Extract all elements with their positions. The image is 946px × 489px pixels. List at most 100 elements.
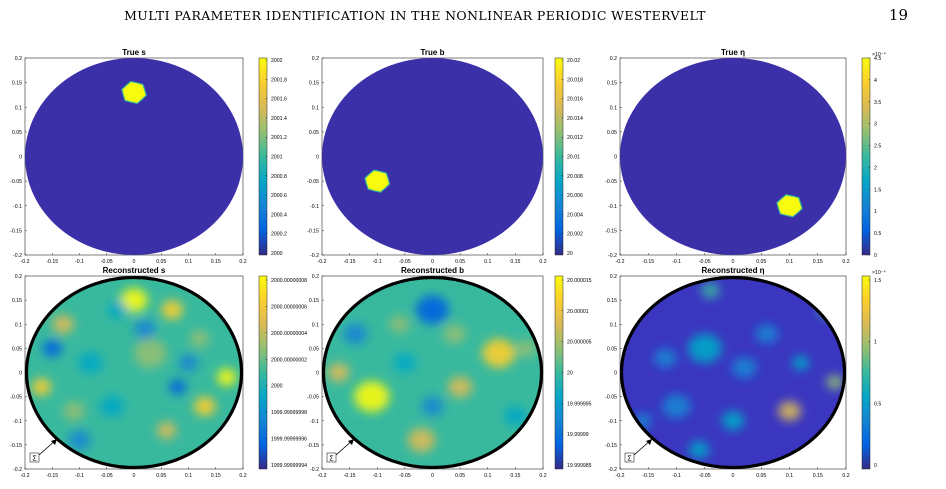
colorbar-tick-label: 20.004 bbox=[567, 212, 583, 218]
page-header: MULTI PARAMETER IDENTIFICATION IN THE NO… bbox=[0, 0, 946, 40]
y-tick-label: 0.1 bbox=[312, 322, 319, 328]
field bbox=[25, 276, 243, 469]
colorbar-tick-label: 20.000015 bbox=[567, 278, 592, 284]
panel-4: Reconstructed s Σ -0.2 -0.15 -0.1 -0.05 0 0.05 0… bbox=[10, 266, 307, 479]
y-tick-label: 0.2 bbox=[15, 274, 22, 280]
colorbar-tick-label: 20.018 bbox=[567, 77, 583, 83]
field-blob bbox=[653, 348, 677, 368]
colorbar-tick-label: 20.02 bbox=[567, 58, 580, 64]
y-tick-label: -0.2 bbox=[310, 467, 319, 473]
x-tick-label: 0.2 bbox=[539, 259, 546, 265]
x-tick-label: -0.15 bbox=[344, 259, 356, 265]
x-tick-label: 0.1 bbox=[484, 259, 491, 265]
y-tick-label: -0.2 bbox=[310, 253, 319, 259]
page-number: 19 bbox=[888, 6, 908, 24]
y-tick-label: 0.05 bbox=[309, 130, 319, 136]
x-tick-label: 0.15 bbox=[211, 259, 221, 265]
field-blob bbox=[504, 406, 527, 426]
x-tick-label: 0 bbox=[732, 473, 735, 479]
colorbar-tick-label: 20.01 bbox=[567, 155, 580, 161]
y-tick-label: 0.1 bbox=[312, 105, 319, 111]
panel-2: True b -0.2 -0.15 -0.1 -0.05 0 0.05 0.1 0.15 0.2 0… bbox=[307, 48, 583, 265]
x-tick-label: 0.1 bbox=[786, 259, 793, 265]
panel-title: True s bbox=[122, 48, 146, 57]
boundary-label: Σ bbox=[627, 456, 632, 463]
y-tick-label: -0.05 bbox=[10, 395, 22, 401]
x-tick-label: -0.1 bbox=[373, 473, 382, 479]
x-tick-label: -0.15 bbox=[46, 259, 58, 265]
colorbar-tick-label: 2.5 bbox=[874, 144, 881, 150]
colorbar-tick-label: 1.5 bbox=[874, 187, 881, 193]
colorbar-tick-label: 20.008 bbox=[567, 174, 583, 180]
field-blob bbox=[721, 411, 745, 431]
y-tick-label: -0.2 bbox=[13, 253, 22, 259]
y-tick-label: -0.1 bbox=[608, 419, 617, 425]
field-blob bbox=[778, 401, 801, 421]
colorbar-tick-label: 1 bbox=[874, 340, 877, 346]
x-tick-label: -0.2 bbox=[21, 473, 30, 479]
panel-title: True η bbox=[721, 48, 745, 57]
field-blob bbox=[826, 374, 844, 390]
field-blob bbox=[42, 339, 63, 358]
field-blob bbox=[120, 370, 148, 395]
field-blob bbox=[354, 381, 390, 413]
field-blob bbox=[389, 315, 410, 333]
x-tick-label: 0 bbox=[431, 259, 434, 265]
colorbar-exponent: ×10⁻⁴ bbox=[872, 270, 886, 276]
colorbar-exponent: ×10⁻⁴ bbox=[872, 52, 886, 58]
field-blob bbox=[134, 319, 156, 339]
inclusion bbox=[121, 80, 147, 105]
field-blob bbox=[516, 339, 537, 358]
y-tick-label: 0.15 bbox=[12, 81, 22, 87]
colorbar-tick-label: 19.99999 bbox=[567, 432, 589, 438]
y-tick-label: -0.05 bbox=[10, 179, 22, 185]
colorbar-tick-label: 2001 bbox=[271, 155, 283, 161]
y-tick-label: 0.2 bbox=[312, 56, 319, 62]
colorbar bbox=[861, 275, 871, 470]
colorbar-tick-label: 0.5 bbox=[874, 401, 881, 407]
x-tick-label: 0.15 bbox=[813, 473, 823, 479]
x-tick-label: 0.05 bbox=[455, 259, 465, 265]
colorbar-tick-label: 2000.8 bbox=[271, 174, 287, 180]
field-blob bbox=[100, 395, 125, 417]
colorbar-tick-label: 20.00001 bbox=[567, 309, 589, 315]
field-blob bbox=[52, 314, 75, 334]
field-blob bbox=[120, 288, 148, 313]
field-blob bbox=[407, 427, 436, 453]
y-tick-label: -0.1 bbox=[13, 419, 22, 425]
y-tick-label: 0 bbox=[316, 155, 319, 161]
field-blob bbox=[68, 430, 91, 450]
x-tick-label: -0.15 bbox=[46, 473, 58, 479]
y-tick-label: -0.15 bbox=[307, 443, 319, 449]
field-blob bbox=[107, 301, 128, 319]
x-tick-label: 0 bbox=[133, 259, 136, 265]
x-tick-label: -0.05 bbox=[399, 473, 411, 479]
field-blob bbox=[792, 355, 810, 371]
field-blob bbox=[731, 357, 757, 379]
y-tick-label: -0.05 bbox=[307, 179, 319, 185]
x-tick-label: 0.2 bbox=[842, 259, 849, 265]
boundary-label-box bbox=[29, 452, 40, 463]
y-tick-label: -0.15 bbox=[605, 228, 617, 234]
y-tick-label: 0.05 bbox=[12, 130, 22, 136]
colorbar-tick-label: 20 bbox=[567, 371, 573, 377]
field-blob bbox=[447, 376, 473, 398]
y-tick-label: 0.15 bbox=[607, 81, 617, 87]
x-tick-label: 0.15 bbox=[211, 473, 221, 479]
y-tick-label: -0.15 bbox=[10, 228, 22, 234]
field-blob bbox=[63, 401, 85, 421]
y-tick-label: 0.15 bbox=[12, 298, 22, 304]
boundary-label-box bbox=[326, 452, 337, 463]
x-tick-label: 0.05 bbox=[756, 259, 766, 265]
x-tick-label: -0.1 bbox=[75, 259, 84, 265]
y-tick-label: -0.1 bbox=[310, 204, 319, 210]
x-tick-label: -0.2 bbox=[318, 259, 327, 265]
panel-5: Reconstructed b Σ -0.2 -0.15 -0.1 -0.05 0 0.05 0… bbox=[307, 266, 591, 479]
arrow-head bbox=[51, 439, 57, 445]
domain-disk bbox=[25, 58, 243, 255]
boundary-label: Σ bbox=[32, 456, 37, 463]
y-tick-label: 0.2 bbox=[610, 56, 617, 62]
y-tick-label: 0 bbox=[614, 155, 617, 161]
panel-title: Reconstructed η bbox=[701, 266, 764, 275]
x-tick-label: -0.05 bbox=[399, 259, 411, 265]
